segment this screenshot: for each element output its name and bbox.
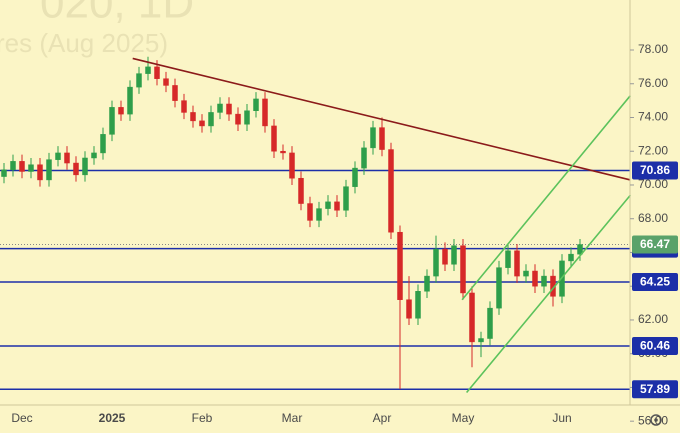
candle-body xyxy=(244,110,250,125)
candle-body xyxy=(181,100,187,113)
candle-body xyxy=(388,149,394,233)
candle-body xyxy=(568,253,574,262)
candle-body xyxy=(361,147,367,169)
candle-body xyxy=(190,112,196,122)
candle-body xyxy=(1,169,7,177)
x-tick-label: Mar xyxy=(282,411,303,425)
candle-body xyxy=(541,275,547,287)
candle-body xyxy=(37,164,43,181)
candle-body xyxy=(415,291,421,319)
level-label-box xyxy=(632,272,678,291)
settings-gear-center[interactable] xyxy=(654,418,658,422)
candle-body xyxy=(199,120,205,127)
candle-body xyxy=(523,270,529,277)
plot xyxy=(0,56,632,394)
candle-body xyxy=(82,157,88,176)
candle-body xyxy=(325,201,331,209)
settings-icon[interactable] xyxy=(650,414,662,426)
candle-body xyxy=(28,164,34,172)
last-price-label: 66.47 xyxy=(640,237,670,251)
candle-body xyxy=(307,203,313,221)
candle-body xyxy=(334,201,340,211)
candle-body xyxy=(226,103,232,115)
candle-body xyxy=(136,73,142,88)
watermark-subtitle: res (Aug 2025) xyxy=(0,28,168,58)
candle-body xyxy=(460,245,466,294)
level-label: 64.25 xyxy=(640,275,670,289)
candle-body xyxy=(235,113,241,125)
candle-body xyxy=(10,161,16,171)
candle-body xyxy=(55,152,61,160)
candle-body xyxy=(73,162,79,176)
candle-body xyxy=(64,152,70,164)
candle-body xyxy=(280,150,286,154)
candle-body xyxy=(352,167,358,187)
trendline xyxy=(465,194,632,394)
x-tick-label: Apr xyxy=(373,411,392,425)
candle-body xyxy=(487,307,493,339)
candle-body xyxy=(271,125,277,152)
candle-body xyxy=(91,152,97,159)
x-tick-label: Jun xyxy=(552,411,571,425)
candle-body xyxy=(163,78,169,86)
x-tick-label: Feb xyxy=(192,411,213,425)
candle-body xyxy=(127,86,133,115)
y-tick-label: 78.00 xyxy=(638,42,668,56)
candle-body xyxy=(514,250,520,277)
candle-body xyxy=(433,248,439,277)
y-tick-label: 72.00 xyxy=(638,143,668,157)
candle-body xyxy=(505,250,511,268)
candle-body xyxy=(289,152,295,179)
candle-body xyxy=(442,248,448,265)
candle-body xyxy=(154,66,160,79)
x-tick-label: May xyxy=(452,411,475,425)
y-tick-label: 74.00 xyxy=(638,110,668,124)
candle-body xyxy=(253,98,259,111)
candle-body xyxy=(370,127,376,149)
y-tick-label: 62.00 xyxy=(638,312,668,326)
candle-body xyxy=(406,299,412,319)
candle-body xyxy=(19,161,25,172)
candle-body xyxy=(217,103,223,113)
candle-body xyxy=(577,244,583,255)
y-tick-label: 56.00 xyxy=(638,413,668,427)
candle-body xyxy=(46,159,52,181)
candle-body xyxy=(397,231,403,300)
candle-body xyxy=(172,85,178,101)
level-label-box xyxy=(632,380,678,399)
candle-body xyxy=(478,338,484,343)
candle-body xyxy=(316,208,322,221)
y-tick-label: 76.00 xyxy=(638,76,668,90)
level-label-box xyxy=(632,336,678,355)
y-tick-label: 70.00 xyxy=(638,177,668,191)
candle-body xyxy=(379,127,385,150)
level-label: 57.89 xyxy=(640,382,670,396)
candle-body xyxy=(100,134,106,154)
y-tick-label: 68.00 xyxy=(638,211,668,225)
last-price-label-box xyxy=(632,235,678,254)
settings-gear[interactable] xyxy=(650,414,662,426)
trendline xyxy=(461,95,632,301)
candle-body xyxy=(145,66,151,74)
level-label: 70.86 xyxy=(640,163,670,177)
candle-body xyxy=(496,267,502,309)
trendline xyxy=(132,57,631,181)
candle-body xyxy=(262,98,268,127)
candle-body xyxy=(298,177,304,204)
candle-body xyxy=(208,112,214,127)
candle-body xyxy=(109,107,115,135)
candle-body xyxy=(469,292,475,343)
candle-body xyxy=(118,107,124,115)
candle-body xyxy=(532,270,538,287)
candle-body xyxy=(343,186,349,211)
watermark-title: 020, 1D xyxy=(40,0,194,28)
candle-body xyxy=(424,275,430,292)
x-tick-label: 2025 xyxy=(99,411,126,425)
candle-body xyxy=(451,245,457,265)
x-tick-label: Dec xyxy=(11,411,32,425)
level-label-box xyxy=(632,161,678,180)
level-label: 60.46 xyxy=(640,339,670,353)
